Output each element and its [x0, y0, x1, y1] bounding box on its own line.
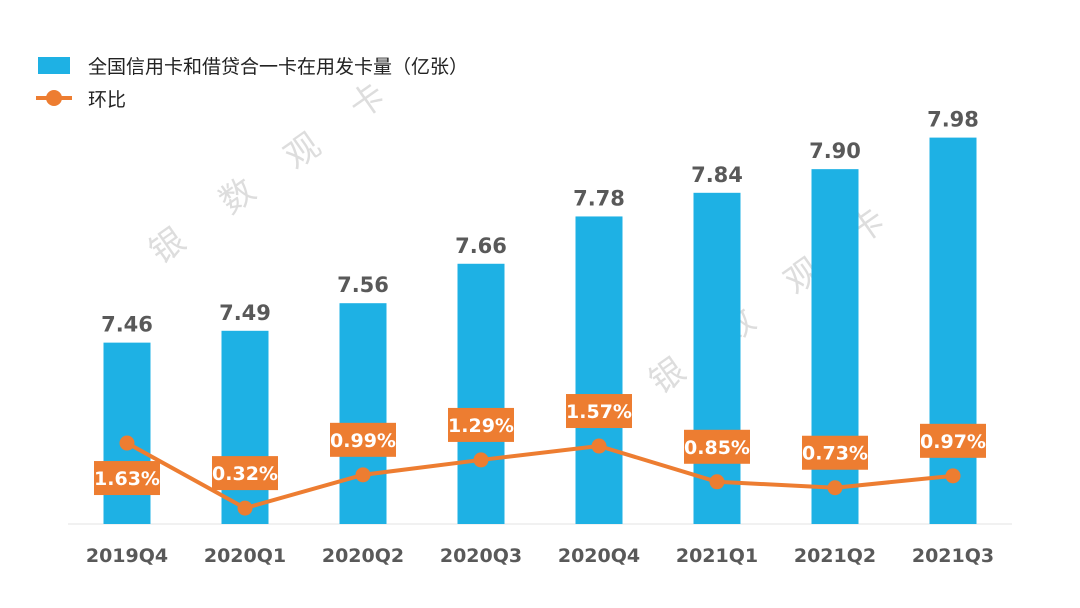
bar-value-labels: 7.46 7.49 7.56 7.66 7.78 7.84 7.90 7.98	[101, 108, 979, 337]
line-point	[473, 452, 489, 468]
bar	[929, 137, 977, 524]
bar	[693, 192, 741, 525]
line-value-label-box	[330, 422, 396, 457]
line-value-label: 0.73%	[802, 443, 868, 465]
watermark-char: 卡	[342, 75, 393, 127]
watermark-char: 观	[277, 125, 328, 177]
line-value-label: 0.99%	[330, 430, 396, 452]
line-series	[126, 441, 954, 511]
bar-value-label: 7.66	[455, 234, 507, 258]
bar-value-label: 7.90	[809, 139, 861, 163]
line-value-label: 0.85%	[684, 437, 750, 459]
legend-label-line: 环比	[88, 89, 126, 111]
bar	[339, 303, 387, 524]
line-value-label-box	[94, 461, 160, 496]
watermark-char: 银	[142, 220, 193, 272]
x-tick-label: 2019Q4	[86, 545, 168, 567]
bar	[811, 169, 859, 524]
x-tick-label: 2020Q4	[558, 545, 640, 567]
bar-value-label: 7.84	[691, 163, 743, 187]
line-point	[237, 500, 253, 516]
line-points	[119, 435, 961, 516]
line-value-label-box	[566, 394, 632, 429]
x-tick-label: 2020Q3	[440, 545, 522, 567]
x-axis-tick-labels: 2019Q4 2020Q1 2020Q2 2020Q3 2020Q4 2021Q1 2021…	[86, 545, 994, 567]
bar-value-label: 7.78	[573, 186, 625, 210]
bar	[457, 263, 505, 524]
legend-swatch-marker	[46, 90, 62, 106]
bar-value-label: 7.46	[101, 313, 153, 337]
bar-value-label: 7.49	[219, 301, 271, 325]
x-tick-label: 2021Q2	[794, 545, 876, 567]
legend: 全国信用卡和借贷合一卡在用发卡量（亿张） 环比	[36, 56, 468, 111]
line-value-labels: 1.63% 0.32% 0.99% 1.29% 1.57% 0.85% 0.73% 0.97%	[94, 394, 986, 496]
x-tick-label: 2021Q1	[676, 545, 758, 567]
line-point	[355, 467, 371, 483]
x-tick-label: 2020Q2	[322, 545, 404, 567]
line-value-label: 1.63%	[94, 468, 160, 490]
bar	[221, 330, 269, 524]
bar	[103, 342, 151, 524]
line-value-label: 0.32%	[212, 463, 278, 485]
legend-label-bar: 全国信用卡和借贷合一卡在用发卡量（亿张）	[88, 56, 468, 78]
line-point	[119, 435, 135, 451]
bar-value-label: 7.98	[927, 108, 979, 132]
line-value-label-box	[448, 407, 514, 442]
legend-swatch-bar	[38, 57, 70, 74]
line-value-label-box	[212, 456, 278, 491]
line-value-label: 1.29%	[448, 415, 514, 437]
line-value-label: 1.57%	[566, 401, 632, 423]
watermark-group-1: 银 数 观 卡	[142, 75, 393, 272]
watermark-char: 银	[642, 350, 693, 402]
line-point	[709, 474, 725, 490]
line-value-label-box	[920, 423, 986, 458]
line-value-label-box	[802, 435, 868, 470]
bar	[575, 216, 623, 524]
x-tick-label: 2020Q1	[204, 545, 286, 567]
line-point	[591, 438, 607, 454]
line-value-label: 0.97%	[920, 431, 986, 453]
line-point	[827, 480, 843, 496]
line-value-label-box	[684, 429, 750, 464]
bar-value-label: 7.56	[337, 273, 389, 297]
line-point	[945, 468, 961, 484]
watermark-char: 数	[212, 170, 263, 222]
x-tick-label: 2021Q3	[912, 545, 994, 567]
bar-series	[103, 137, 977, 525]
